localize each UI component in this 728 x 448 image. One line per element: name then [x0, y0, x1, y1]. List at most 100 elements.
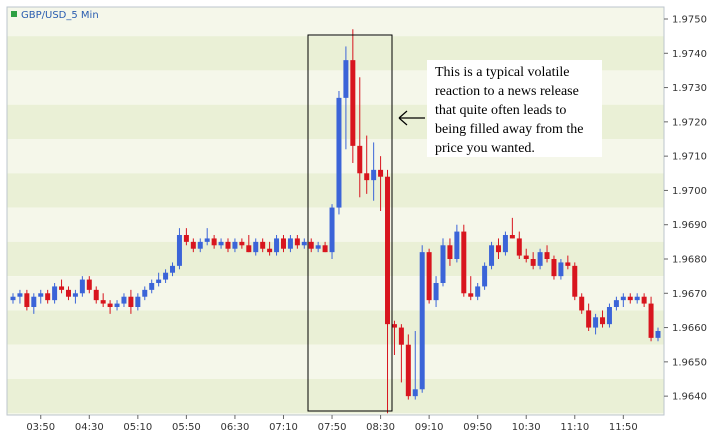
candle [613, 296, 619, 311]
candle [93, 286, 99, 304]
candle-body [225, 241, 231, 249]
x-tick-label: 05:50 [172, 422, 201, 433]
plot-band [7, 379, 664, 414]
candle [454, 224, 460, 263]
candle [72, 289, 78, 304]
plot-band [7, 344, 664, 379]
candle-body [100, 300, 106, 304]
candle [600, 310, 606, 328]
candle-body [280, 238, 286, 249]
candle [38, 289, 44, 304]
candle-body [329, 207, 335, 253]
candle-body [551, 259, 557, 277]
candle-body [86, 279, 92, 290]
candle-body [558, 262, 564, 277]
candle-body [114, 303, 120, 307]
candle [163, 269, 169, 283]
candle-body [350, 60, 356, 146]
candle [79, 276, 85, 297]
candle [391, 320, 397, 355]
y-tick-label: 1.9680 [672, 255, 707, 266]
candle-body [336, 97, 342, 208]
candle [204, 228, 210, 246]
candle-body [163, 272, 169, 280]
candle-body [204, 238, 210, 242]
plot-band [7, 276, 664, 311]
candle-body [620, 296, 626, 301]
candle [461, 224, 467, 297]
candle-body [176, 235, 182, 266]
plot-frame [6, 6, 665, 416]
candle [378, 156, 384, 211]
candle-body [315, 245, 321, 249]
candle-body [10, 296, 16, 301]
plot-band [7, 310, 664, 345]
candle [620, 293, 626, 307]
candle [197, 238, 203, 253]
candle [523, 248, 529, 263]
candle [280, 235, 286, 253]
candle-body [447, 245, 453, 259]
candle-body [183, 235, 189, 242]
candle [502, 231, 508, 256]
x-tick-label: 10:30 [512, 422, 541, 433]
candle-body [419, 252, 425, 390]
candle [10, 293, 16, 304]
candle [468, 276, 474, 301]
y-tick-label: 1.9740 [672, 49, 707, 60]
candle [246, 235, 252, 253]
candle-body [371, 169, 377, 181]
candle-body [433, 283, 439, 301]
candle-body [343, 60, 349, 98]
candle [405, 334, 411, 400]
x-tick-label: 07:50 [318, 422, 347, 433]
candle-body [107, 303, 113, 307]
candle-body [253, 241, 259, 253]
x-tick-label: 07:10 [269, 422, 298, 433]
candle [558, 259, 564, 280]
candle-body [287, 238, 293, 249]
candle [606, 303, 612, 328]
y-tick-label: 1.9720 [672, 117, 707, 128]
x-tick-label: 04:30 [75, 422, 104, 433]
candle [31, 293, 37, 314]
candle [170, 262, 176, 277]
candle-body [523, 255, 529, 259]
candle-body [516, 238, 522, 256]
candle-body [544, 252, 550, 259]
candle-body [294, 238, 300, 246]
plot-band [7, 7, 664, 37]
candle-body [72, 293, 78, 297]
candle-body [454, 231, 460, 259]
candle-body [468, 293, 474, 297]
candle [52, 283, 58, 304]
candle-body [600, 317, 606, 325]
candle [114, 300, 120, 311]
candle-body [606, 307, 612, 325]
x-tick-label: 09:50 [463, 422, 492, 433]
highlight-box [307, 34, 393, 412]
candle-body [52, 286, 58, 301]
candle-body [655, 331, 661, 338]
candle-body [385, 176, 391, 325]
plot-band [7, 207, 664, 242]
candle-body [38, 293, 44, 297]
candle [260, 238, 266, 253]
arrow-head-icon [398, 110, 408, 126]
candle [419, 245, 425, 393]
candle-body [648, 303, 654, 338]
candle [121, 293, 127, 307]
candle [648, 296, 654, 342]
candle [336, 91, 342, 215]
candle [253, 238, 259, 256]
y-tick-label: 1.9690 [672, 220, 707, 231]
candle-body [495, 245, 501, 253]
legend-marker [11, 11, 17, 17]
plot-band [7, 413, 664, 415]
candle-body [634, 296, 640, 301]
candle-body [31, 296, 37, 307]
x-tick-label: 05:10 [123, 422, 152, 433]
annotation-line-5: price you wanted. [435, 141, 535, 156]
candle [183, 228, 189, 246]
